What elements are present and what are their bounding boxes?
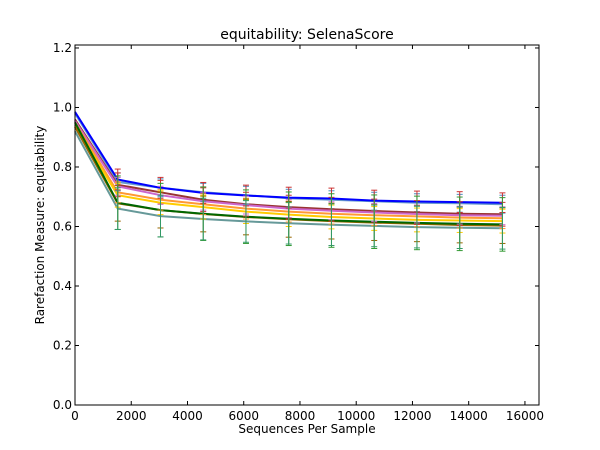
y-axis-label: Rarefaction Measure: equitability: [33, 126, 47, 325]
x-tick-label: 2000: [116, 409, 147, 423]
x-tick-label: 12000: [393, 409, 431, 423]
chart-title: equitability: SelenaScore: [220, 27, 393, 43]
y-tick-label: 1.2: [53, 41, 72, 55]
x-tick-label: 4000: [172, 409, 203, 423]
errorbar-layer: [114, 168, 506, 252]
x-tick-label: 8000: [285, 409, 316, 423]
y-tick-label: 0.8: [53, 160, 72, 174]
y-tick-label: 0.6: [53, 219, 72, 233]
x-tick-label: 14000: [450, 409, 488, 423]
y-tick-label: 0.0: [53, 398, 72, 412]
y-tick-label: 0.4: [53, 279, 72, 293]
x-tick-label: 10000: [337, 409, 375, 423]
y-tick-label: 1.0: [53, 100, 72, 114]
x-axis-ticks: 0 2000 4000 6000 8000 10000 12000 14000 16000: [71, 45, 544, 423]
y-tick-label: 0.2: [53, 338, 72, 352]
y-axis-ticks: 0.0 0.2 0.4 0.6 0.8 1.0 1.2: [53, 41, 539, 412]
x-tick-label: 6000: [228, 409, 259, 423]
x-tick-label: 16000: [506, 409, 544, 423]
x-tick-label: 0: [71, 409, 79, 423]
plot-frame: [74, 44, 540, 406]
x-axis-label: Sequences Per Sample: [238, 422, 375, 436]
